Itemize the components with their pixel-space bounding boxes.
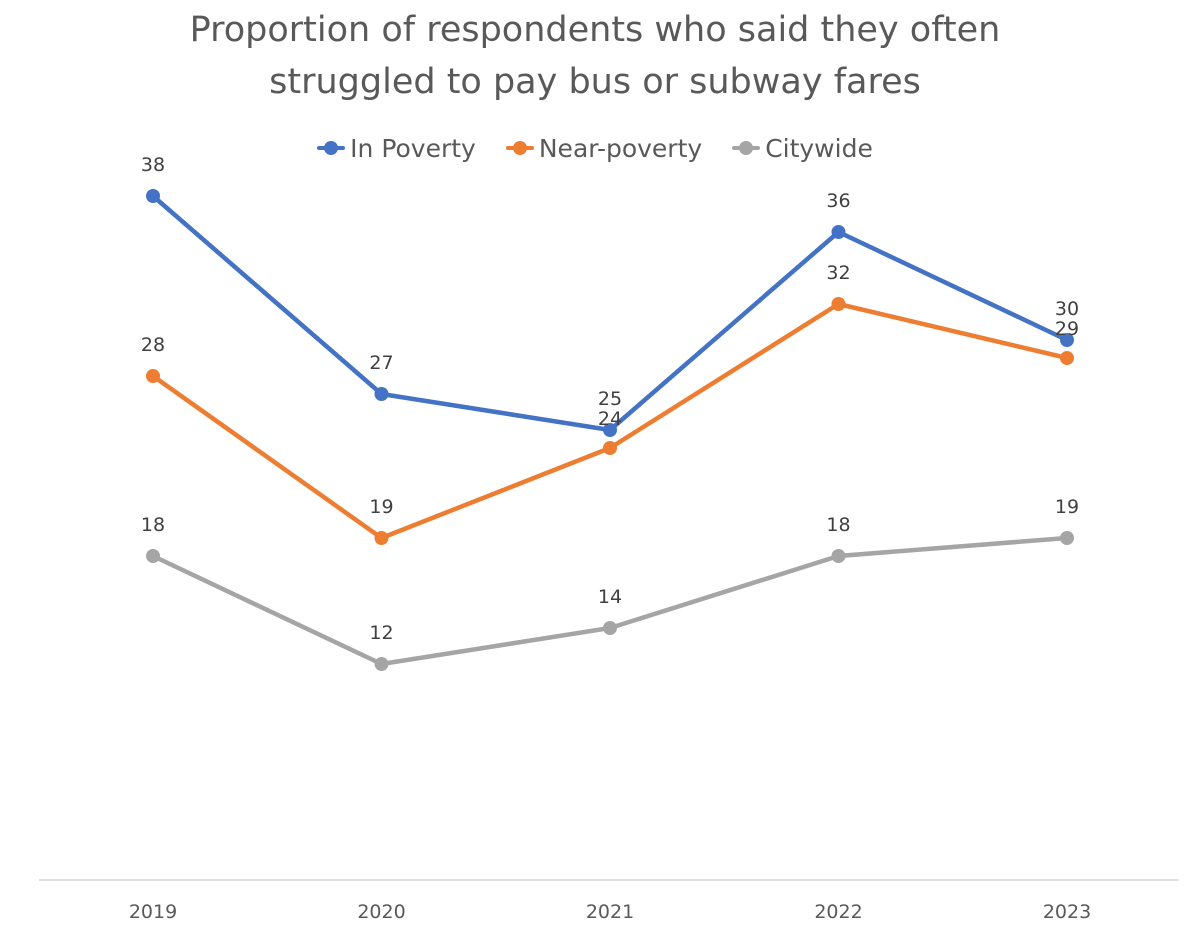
data-label-near-poverty-2021: 24 [598,408,622,430]
legend-item-in-poverty: In Poverty [317,134,476,163]
data-point-citywide-2021 [603,621,617,635]
data-label-citywide-2023: 19 [1055,496,1079,518]
data-label-in-poverty-2023: 30 [1055,298,1079,320]
data-label-in-poverty-2020: 27 [369,352,393,374]
legend-item-citywide: Citywide [732,134,873,163]
data-label-near-poverty-2022: 32 [826,262,850,284]
data-label-near-poverty-2023: 29 [1055,318,1079,340]
legend-swatch-in-poverty [317,138,346,158]
data-point-near-poverty-2021 [603,441,617,455]
x-tick-label-2021: 2021 [586,901,634,923]
data-label-in-poverty-2022: 36 [826,190,850,212]
chart-title-line-1: Proportion of respondents who said they … [189,10,1001,50]
data-point-citywide-2023 [1060,531,1074,545]
x-tick-label-2020: 2020 [357,901,405,923]
legend-swatch-near-poverty [505,138,534,158]
x-tick-label-2019: 2019 [129,901,177,923]
legend-swatch-citywide [732,138,761,158]
data-point-near-poverty-2023 [1060,351,1074,365]
data-point-near-poverty-2019 [146,369,160,383]
data-label-citywide-2021: 14 [598,586,622,608]
data-point-in-poverty-2021 [603,423,617,437]
legend-label-citywide: Citywide [765,133,873,163]
data-point-citywide-2019 [146,549,160,563]
data-label-in-poverty-2021: 25 [598,388,622,410]
data-point-in-poverty-2019 [146,189,160,203]
x-tick-label-2022: 2022 [814,901,862,923]
data-label-citywide-2020: 12 [369,622,393,644]
data-point-in-poverty-2022 [831,225,846,239]
data-label-near-poverty-2019: 28 [141,334,165,356]
data-label-citywide-2019: 18 [141,514,165,536]
data-point-near-poverty-2020 [374,531,389,545]
data-label-citywide-2022: 18 [826,514,850,536]
data-point-citywide-2022 [831,549,846,563]
chart-title-line-2: struggled to pay bus or subway fares [269,62,921,102]
data-point-in-poverty-2020 [374,387,389,401]
legend-item-near-poverty: Near-poverty [505,133,703,163]
data-label-near-poverty-2020: 19 [369,496,393,518]
x-tick-label-2023: 2023 [1043,901,1091,923]
data-point-citywide-2020 [374,657,389,671]
data-point-in-poverty-2023 [1060,333,1074,347]
data-label-in-poverty-2019: 38 [141,154,165,176]
chart-title: Proportion of respondents who said they … [0,4,1190,108]
data-point-near-poverty-2022 [831,297,846,311]
legend-label-near-poverty: Near-poverty [538,133,703,163]
chart-legend: In Poverty Near-poverty Citywide [0,128,1190,168]
legend-label-in-poverty: In Poverty [350,133,476,163]
